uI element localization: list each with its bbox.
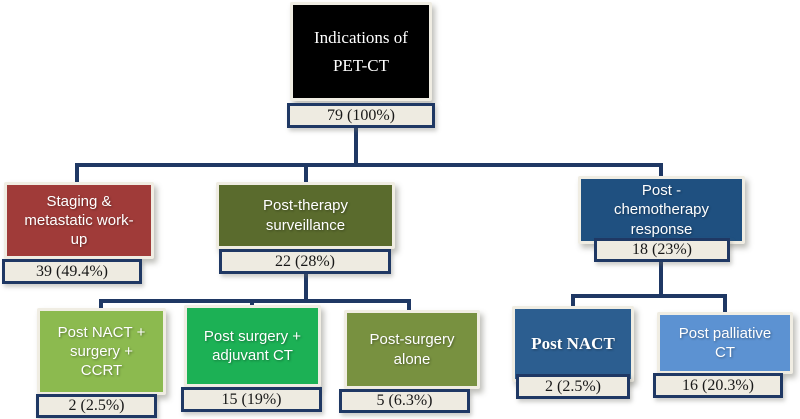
node-staging: Staging & metastatic work-up 39 (49.4%)	[2, 182, 154, 284]
node-nact-surgery-ccrt: Post NACT + surgery + CCRT 2 (2.5%)	[36, 308, 166, 418]
connector-root-stem	[354, 126, 358, 167]
node-surgery-adjuvant-ct-box: Post surgery + adjuvant CT	[184, 305, 321, 387]
node-nact-surgery-ccrt-box: Post NACT + surgery + CCRT	[37, 308, 166, 395]
node-chemo-response-count: 18 (23%)	[594, 238, 730, 262]
node-surgery-alone-box: Post-surgery alone	[344, 310, 480, 389]
connector-drop-palliative	[723, 294, 727, 313]
connector-drop-surgery-adjuvant	[250, 299, 254, 307]
connector-drop-post-nact	[571, 294, 575, 307]
node-staging-title: Staging & metastatic work-up	[24, 192, 134, 249]
node-staging-count: 39 (49.4%)	[2, 259, 142, 284]
connector-drop-nact-surgery-ccrt	[99, 299, 103, 310]
node-chemo-response-box: Post - chemotherapy response	[578, 176, 745, 244]
node-root-count: 79 (100%)	[287, 103, 435, 128]
node-root-box: Indications of PET-CT	[290, 2, 432, 101]
node-post-palliative-ct: Post palliative CT 16 (20.3%)	[653, 312, 793, 398]
node-post-nact-count: 2 (2.5%)	[516, 374, 630, 399]
node-nact-surgery-ccrt-count: 2 (2.5%)	[36, 394, 157, 418]
node-surgery-alone-count: 5 (6.3%)	[339, 389, 470, 413]
node-nact-surgery-ccrt-title: Post NACT + surgery + CCRT	[57, 323, 146, 380]
connector-surveillance-stem	[304, 274, 308, 303]
node-surveillance: Post-therapy surveillance 22 (28%)	[216, 182, 396, 274]
node-surgery-adjuvant-ct-title: Post surgery + adjuvant CT	[203, 327, 302, 364]
node-surveillance-title: Post-therapy surveillance	[262, 197, 349, 234]
count-label: 2 (2.5%)	[545, 377, 601, 395]
node-chemo-response-title: Post - chemotherapy response	[613, 182, 710, 238]
connector-drop-surgery-alone	[407, 299, 411, 312]
node-chemo-response: Post - chemotherapy response 18 (23%)	[578, 176, 745, 262]
count-label: 5 (6.3%)	[376, 392, 433, 409]
node-surgery-alone: Post-surgery alone 5 (6.3%)	[339, 310, 480, 413]
node-post-nact-title: Post NACT	[531, 334, 615, 354]
node-surveillance-box: Post-therapy surveillance	[216, 182, 395, 249]
node-post-nact: Post NACT 2 (2.5%)	[512, 306, 636, 399]
count-label: 22 (28%)	[275, 252, 335, 270]
connector-drop-staging	[75, 163, 79, 185]
node-post-nact-box: Post NACT	[512, 306, 634, 382]
count-label: 18 (23%)	[632, 241, 692, 258]
connector-level3-left-rail	[99, 299, 411, 303]
connector-drop-surveillance	[304, 163, 308, 186]
node-post-palliative-ct-count: 16 (20.3%)	[653, 373, 783, 398]
node-surgery-adjuvant-ct: Post surgery + adjuvant CT 15 (19%)	[181, 305, 323, 412]
connector-level3-right-rail	[571, 294, 727, 298]
count-label: 15 (19%)	[221, 390, 282, 408]
node-post-palliative-ct-box: Post palliative CT	[657, 312, 793, 374]
node-post-palliative-ct-title: Post palliative CT	[678, 324, 772, 361]
node-root-title: Indications of PET-CT	[314, 28, 408, 75]
node-surveillance-count: 22 (28%)	[219, 249, 391, 274]
connector-level2-rail	[75, 163, 663, 167]
count-label: 79 (100%)	[327, 106, 395, 124]
count-label: 39 (49.4%)	[36, 262, 108, 280]
node-surgery-adjuvant-ct-count: 15 (19%)	[181, 387, 322, 412]
node-staging-box: Staging & metastatic work-up	[4, 182, 154, 259]
connector-chemo-stem	[659, 262, 663, 298]
node-root: Indications of PET-CT 79 (100%)	[287, 2, 437, 128]
connector-drop-chemo	[659, 163, 663, 180]
count-label: 2 (2.5%)	[68, 397, 125, 414]
count-label: 16 (20.3%)	[682, 376, 754, 394]
node-surgery-alone-title: Post-surgery alone	[369, 331, 455, 368]
